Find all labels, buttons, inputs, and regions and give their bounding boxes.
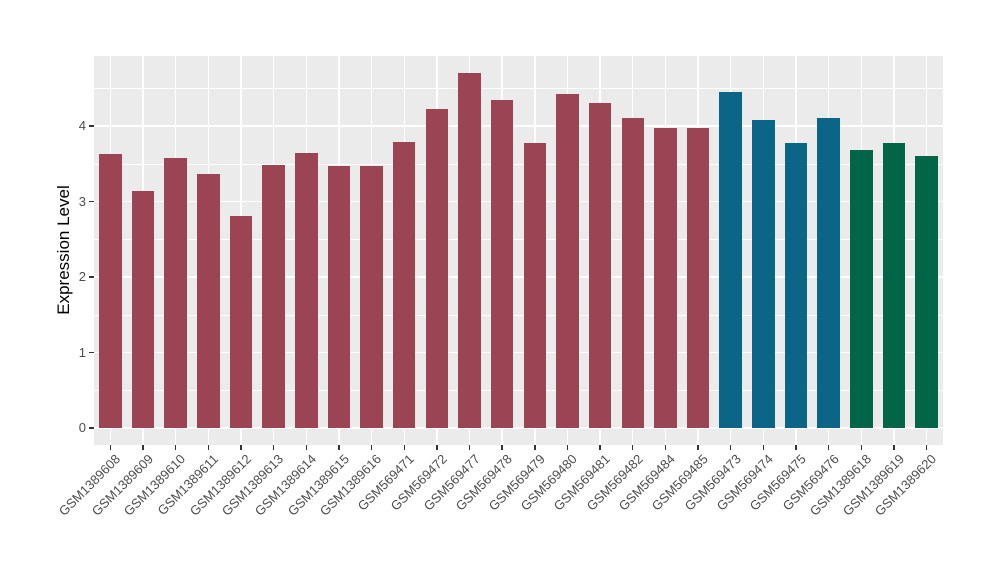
bar-GSM569474 [752, 119, 775, 428]
y-tick-label: 3 [78, 193, 86, 209]
x-tick-mark [925, 445, 928, 450]
bar-GSM1389616 [360, 166, 383, 428]
x-tick-mark [370, 445, 373, 450]
x-tick-mark [305, 445, 307, 450]
bar-GSM1389615 [327, 166, 351, 428]
bar-GSM569482 [621, 118, 645, 428]
y-major-gridline [94, 200, 943, 203]
bar-GSM1389618 [850, 150, 873, 428]
y-minor-gridline [94, 88, 943, 90]
bar-GSM1389610 [164, 158, 187, 428]
x-tick-mark [436, 445, 438, 450]
y-tick-label: 0 [78, 420, 86, 435]
x-tick-mark [338, 445, 340, 450]
y-minor-gridline [94, 314, 943, 316]
x-tick-mark [893, 445, 895, 450]
x-tick-mark [632, 445, 634, 450]
bar-GSM569478 [490, 99, 514, 428]
bar-GSM569475 [784, 143, 808, 428]
y-major-gridline [94, 276, 943, 278]
x-tick-mark [599, 445, 601, 450]
x-tick-mark [174, 445, 177, 450]
x-tick-mark [501, 445, 503, 450]
x-tick-mark [240, 445, 242, 450]
x-tick-mark [207, 445, 209, 450]
bar-GSM569476 [817, 118, 840, 428]
bar-GSM569479 [523, 143, 547, 428]
bar-GSM569485 [686, 127, 710, 428]
y-tick-mark [89, 276, 94, 278]
bar-GSM569472 [425, 108, 449, 428]
bar-GSM569480 [556, 94, 579, 428]
x-tick-mark [272, 445, 275, 450]
y-tick-mark [89, 200, 94, 203]
x-tick-mark [795, 445, 797, 450]
y-major-gridline [94, 351, 943, 354]
bar-GSM569477 [458, 73, 481, 428]
bar-GSM569481 [588, 103, 612, 428]
x-tick-mark [697, 445, 699, 450]
x-tick-mark [828, 445, 830, 450]
bar-GSM569471 [392, 141, 416, 428]
bar-GSM1389611 [197, 173, 220, 428]
bar-GSM1389614 [294, 153, 318, 428]
x-tick-mark [860, 445, 863, 450]
bar-GSM1389620 [915, 156, 938, 428]
x-tick-mark [566, 445, 569, 450]
x-tick-mark [468, 445, 471, 450]
x-tick-mark [109, 445, 112, 450]
x-tick-mark [142, 445, 144, 450]
y-minor-gridline [94, 163, 943, 165]
x-tick-mark [534, 445, 536, 450]
y-minor-gridline [94, 390, 943, 392]
x-tick-mark [762, 445, 765, 450]
bar-GSM1389619 [882, 143, 906, 428]
x-tick-mark [730, 445, 732, 450]
y-tick-label: 4 [78, 118, 86, 133]
bar-GSM1389609 [131, 190, 155, 428]
y-tick-label: 1 [78, 344, 86, 360]
y-tick-mark [89, 351, 94, 354]
y-major-gridline [94, 427, 943, 429]
bar-GSM1389612 [229, 215, 253, 428]
bar-GSM569473 [719, 92, 742, 428]
y-tick-mark [89, 427, 94, 429]
bar-GSM1389608 [99, 153, 122, 428]
bar-GSM569484 [654, 127, 677, 428]
x-tick-mark [664, 445, 667, 450]
bar-GSM1389613 [262, 165, 285, 428]
y-major-gridline [94, 125, 943, 127]
x-tick-mark [403, 445, 405, 450]
y-tick-mark [89, 125, 94, 127]
y-tick-label: 2 [78, 269, 86, 284]
y-minor-gridline [94, 239, 943, 241]
plot-panel [94, 56, 943, 445]
